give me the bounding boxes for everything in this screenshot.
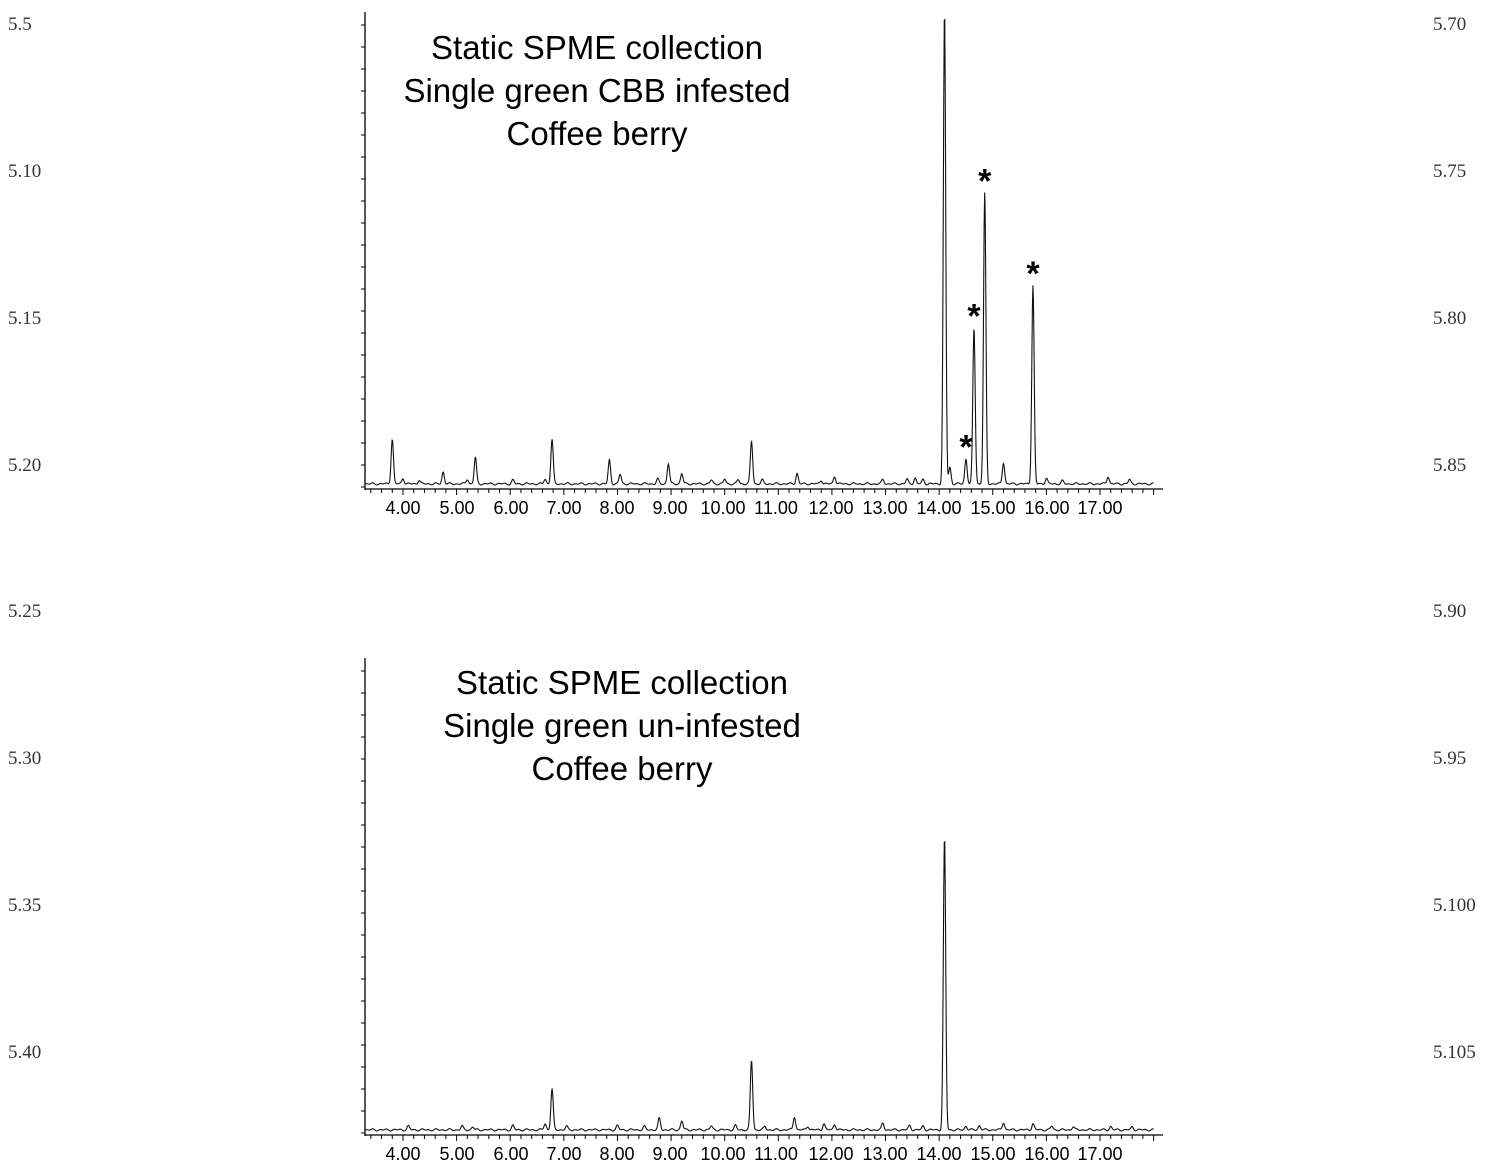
- x-tick-label: 16.00: [1024, 498, 1069, 518]
- x-tick-label: 6.00: [493, 498, 528, 518]
- chromatogram-trace: [365, 17, 1154, 486]
- left-line-number-3: 5.20: [8, 455, 42, 476]
- left-line-number-2: 5.15: [8, 308, 42, 329]
- x-tick-label: 4.00: [385, 498, 420, 518]
- x-tick-label: 17.00: [1077, 1144, 1122, 1164]
- significant-peak-asterisk: *: [959, 428, 973, 466]
- x-tick-label: 8.00: [599, 1144, 634, 1164]
- x-tick-label: 12.00: [808, 1144, 853, 1164]
- x-tick-label: 13.00: [862, 498, 907, 518]
- left-line-number-4: 5.25: [8, 601, 42, 622]
- x-tick-label: 5.00: [439, 1144, 474, 1164]
- left-line-number-5: 5.30: [8, 748, 42, 769]
- chart-title-line-2: Single green un-infested: [443, 707, 801, 744]
- x-tick-label: 4.00: [385, 1144, 420, 1164]
- chart-title-line-3: Coffee berry: [507, 115, 688, 152]
- left-line-number-0: 5.5: [8, 14, 32, 35]
- right-line-number-7: 5.105: [1433, 1042, 1476, 1063]
- x-tick-label: 9.00: [652, 498, 687, 518]
- significant-peak-asterisk: *: [978, 163, 992, 201]
- x-tick-label: 16.00: [1024, 1144, 1069, 1164]
- x-tick-label: 15.00: [970, 1144, 1015, 1164]
- significant-peak-asterisk: *: [1026, 255, 1040, 293]
- right-line-number-4: 5.90: [1433, 601, 1467, 622]
- right-line-number-2: 5.80: [1433, 308, 1467, 329]
- x-tick-label: 8.00: [599, 498, 634, 518]
- chart-title-line-2: Single green CBB infested: [403, 72, 790, 109]
- right-line-number-1: 5.75: [1433, 161, 1467, 182]
- x-tick-label: 15.00: [970, 498, 1015, 518]
- chart-title-line-3: Coffee berry: [532, 750, 713, 787]
- chromatogram-panel-2: 4.00 5.00 6.00 7.00 8.00 9.00 10.00 11.00 12.00 1…: [361, 658, 1163, 1164]
- x-tick-label: 10.00: [700, 498, 745, 518]
- x-tick-label: 17.00: [1077, 498, 1122, 518]
- chromatogram-panel-1: 4.00 5.00 6.00 7.00 8.00 9.00 10.00 11.00 12.00 1…: [361, 12, 1163, 518]
- right-line-number-0: 5.70: [1433, 14, 1467, 35]
- x-tick-label: 14.00: [916, 498, 961, 518]
- left-line-number-7: 5.40: [8, 1042, 42, 1063]
- right-line-number-3: 5.85: [1433, 455, 1467, 476]
- x-tick-label: 7.00: [546, 498, 581, 518]
- right-line-number-6: 5.100: [1433, 895, 1476, 916]
- chart-title-line-1: Static SPME collection: [431, 29, 763, 66]
- x-tick-label: 11.00: [754, 498, 798, 518]
- left-line-number-1: 5.10: [8, 161, 42, 182]
- x-tick-label: 11.00: [754, 1144, 798, 1164]
- left-line-number-6: 5.35: [8, 895, 42, 916]
- right-line-number-5: 5.95: [1433, 748, 1467, 769]
- x-tick-label: 7.00: [546, 1144, 581, 1164]
- x-tick-label: 10.00: [700, 1144, 745, 1164]
- x-tick-label: 12.00: [808, 498, 853, 518]
- x-tick-label: 5.00: [439, 498, 474, 518]
- x-tick-label: 13.00: [862, 1144, 907, 1164]
- x-tick-label: 6.00: [493, 1144, 528, 1164]
- x-tick-label: 9.00: [652, 1144, 687, 1164]
- x-tick-label: 14.00: [916, 1144, 961, 1164]
- chart-title-line-1: Static SPME collection: [456, 664, 788, 701]
- chromatogram-trace: [365, 840, 1154, 1132]
- significant-peak-asterisk: *: [967, 297, 981, 335]
